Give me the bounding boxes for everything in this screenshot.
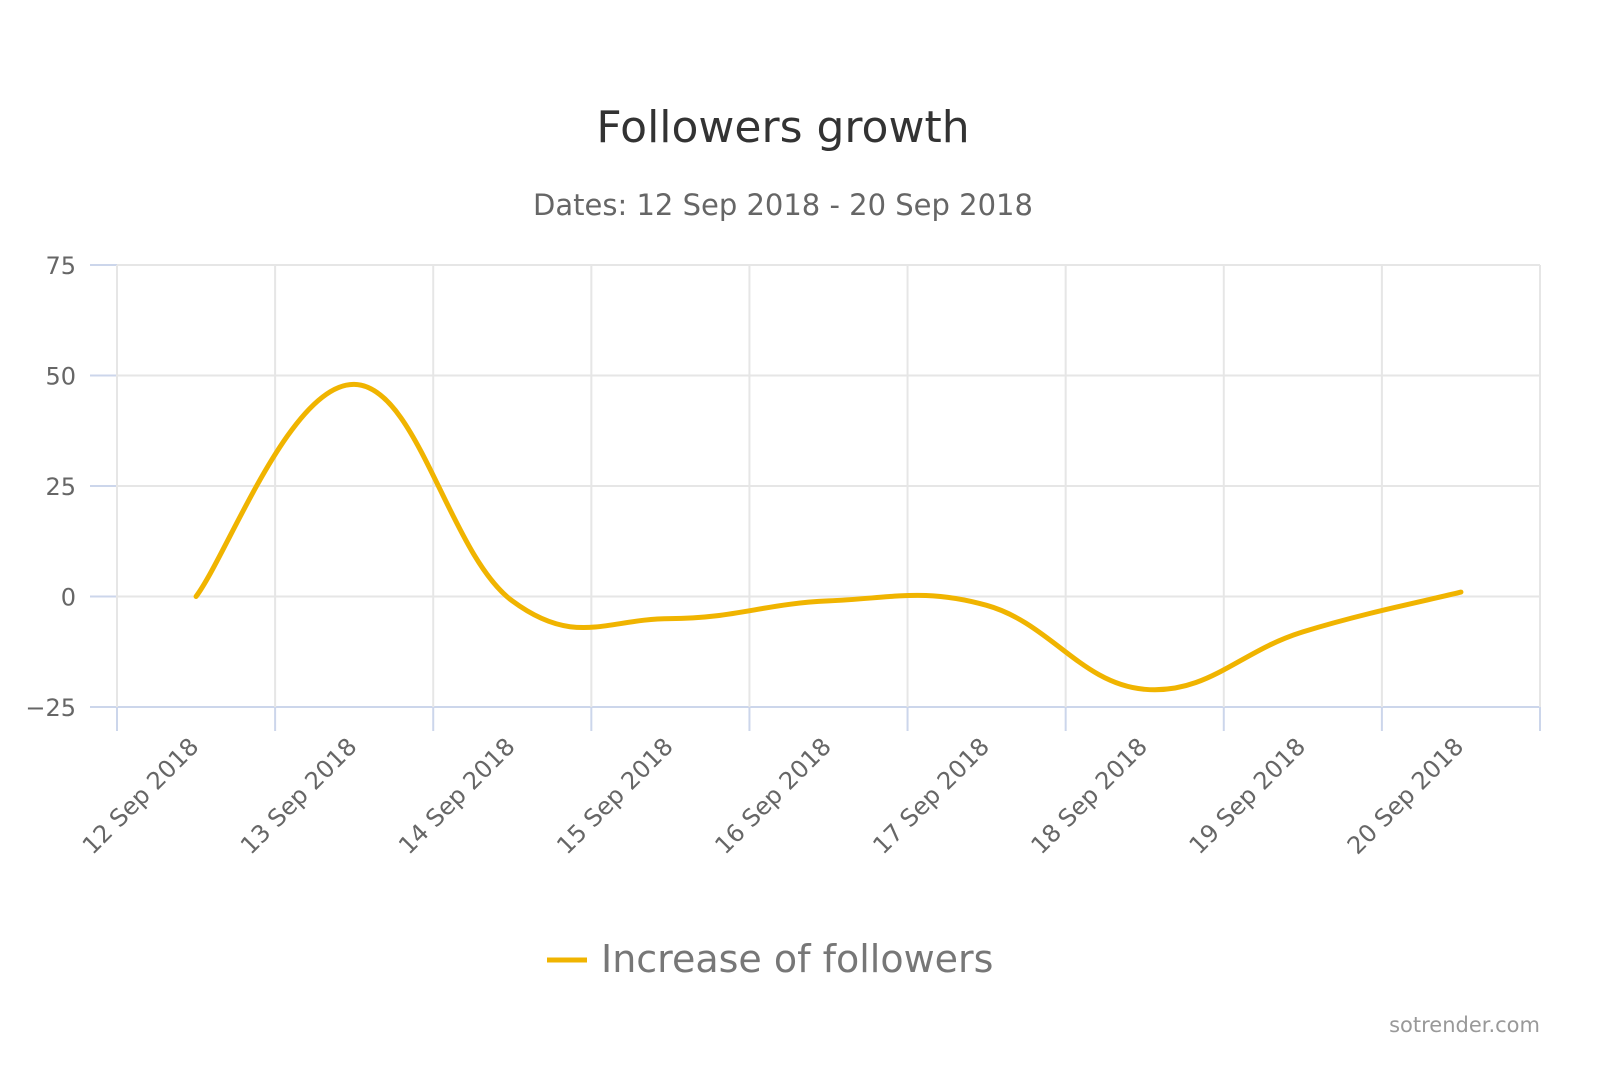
series-line[interactable] — [193, 381, 1464, 693]
chart-subtitle: Dates: 12 Sep 2018 - 20 Sep 2018 — [533, 188, 1033, 222]
legend-item[interactable]: Increase of followers — [547, 937, 993, 981]
x-tick-label: 14 Sep 2018 — [393, 732, 520, 859]
y-tick-label: 50 — [45, 363, 76, 391]
x-tick-label: 20 Sep 2018 — [1342, 732, 1469, 859]
x-tick-label: 16 Sep 2018 — [709, 732, 836, 859]
x-tick-label: 13 Sep 2018 — [235, 732, 362, 859]
legend-label: Increase of followers — [601, 937, 993, 981]
x-tick-label: 12 Sep 2018 — [77, 732, 204, 859]
chart-title: Followers growth — [596, 102, 969, 153]
x-tick-label: 19 Sep 2018 — [1184, 732, 1311, 859]
credits-link[interactable]: sotrender.com — [1389, 1013, 1540, 1037]
x-tick-label: 18 Sep 2018 — [1026, 732, 1153, 859]
y-tick-label: 75 — [45, 252, 76, 280]
x-tick-label: 17 Sep 2018 — [867, 732, 994, 859]
y-tick-label: 0 — [61, 584, 76, 612]
x-tick-label: 15 Sep 2018 — [551, 732, 678, 859]
y-tick-label: 25 — [45, 473, 76, 501]
y-tick-label: −25 — [25, 694, 76, 722]
